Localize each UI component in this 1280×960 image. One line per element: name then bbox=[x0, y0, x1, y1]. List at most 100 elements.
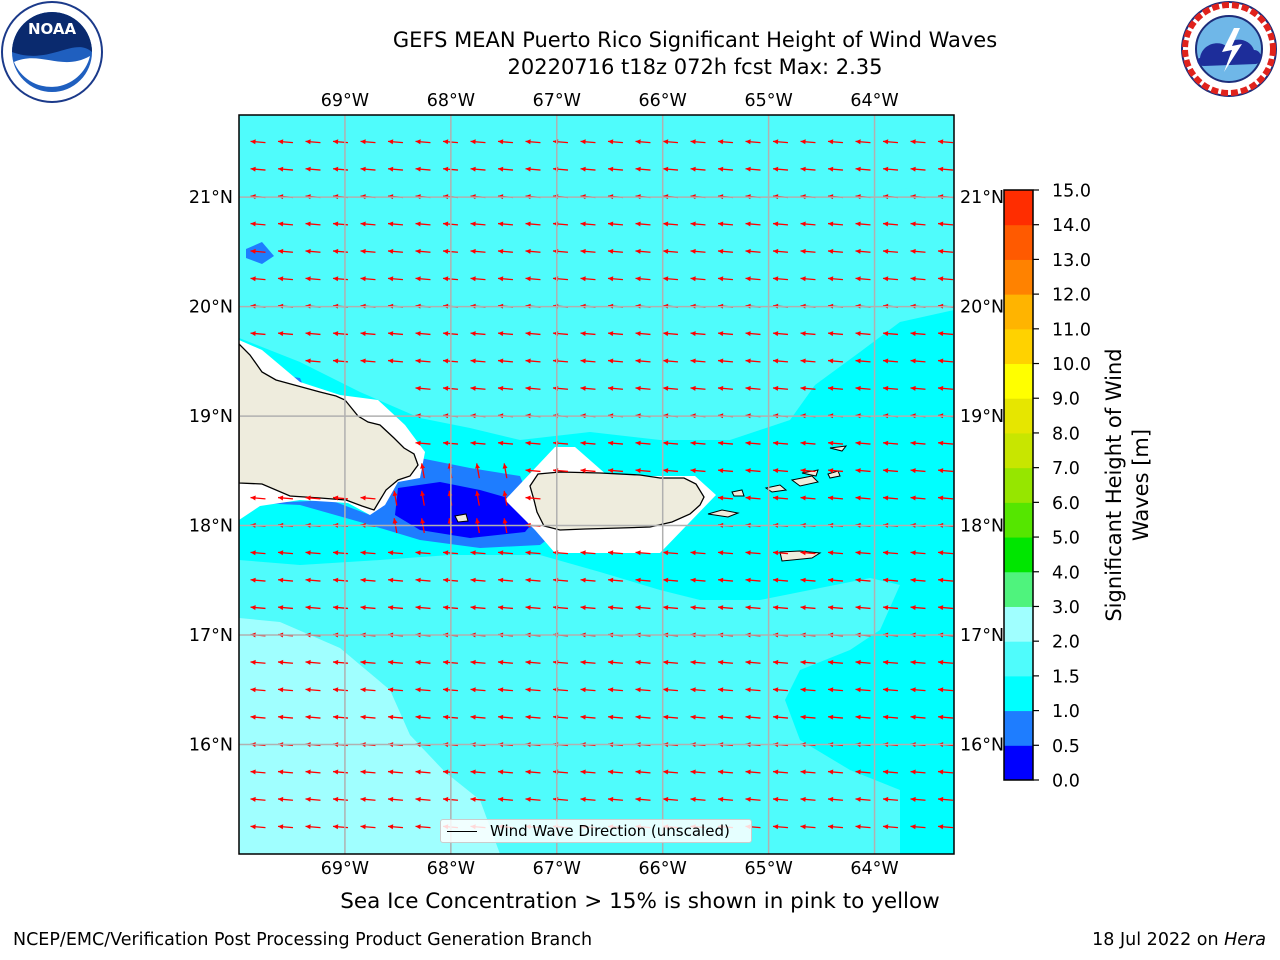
wind-wave-arrowhead bbox=[635, 659, 641, 665]
wind-wave-arrowhead bbox=[443, 687, 449, 693]
lon-tick-label-top: 66°W bbox=[639, 91, 687, 111]
lon-tick-label-bottom: 66°W bbox=[639, 859, 687, 879]
wind-wave-arrowhead bbox=[608, 714, 614, 720]
wind-wave-arrowhead bbox=[388, 605, 394, 611]
wind-wave-arrowhead bbox=[525, 440, 531, 446]
wind-wave-arrowhead bbox=[360, 331, 366, 337]
lon-tick-label-top: 67°W bbox=[533, 91, 581, 111]
wind-wave-arrowhead bbox=[278, 221, 284, 227]
wind-wave-arrowhead bbox=[828, 550, 834, 556]
wind-wave-arrowhead bbox=[910, 495, 916, 501]
wind-wave-arrowhead bbox=[333, 166, 339, 172]
wind-wave-arrowhead bbox=[855, 577, 861, 583]
wind-wave-arrowhead bbox=[718, 440, 724, 446]
wind-wave-arrowhead bbox=[828, 276, 834, 282]
colorbar-segment bbox=[1004, 328, 1033, 365]
wind-wave-arrowhead bbox=[360, 796, 366, 802]
wind-wave-arrowhead bbox=[938, 687, 944, 693]
wind-wave-arrowhead bbox=[910, 605, 916, 611]
virgin-islands bbox=[790, 475, 819, 487]
wind-wave-arrowhead bbox=[883, 769, 889, 775]
wind-wave-arrowhead bbox=[470, 550, 476, 556]
wind-wave-arrowhead bbox=[690, 248, 696, 254]
wind-wave-arrowhead bbox=[938, 248, 944, 254]
wind-wave-arrowhead bbox=[525, 605, 531, 611]
wind-wave-arrowhead bbox=[910, 687, 916, 693]
wind-wave-arrowhead bbox=[828, 659, 834, 665]
wind-wave-arrowhead bbox=[800, 769, 806, 775]
wind-wave-arrowhead bbox=[305, 769, 311, 775]
wind-wave-arrowhead bbox=[635, 796, 641, 802]
wind-wave-arrowhead bbox=[745, 276, 751, 282]
wind-wave-arrowhead bbox=[415, 166, 421, 172]
wind-wave-arrowhead bbox=[883, 605, 889, 611]
wind-wave-arrowhead bbox=[498, 440, 504, 446]
wind-wave-arrowhead bbox=[608, 385, 614, 391]
wind-wave-arrowhead bbox=[855, 385, 861, 391]
colorbar-segment bbox=[1004, 537, 1033, 573]
wind-wave-arrowhead bbox=[910, 796, 916, 802]
wind-wave-arrowhead bbox=[635, 440, 641, 446]
wind-wave-arrowhead bbox=[525, 358, 531, 364]
wind-wave-arrowhead bbox=[415, 577, 421, 583]
lon-tick-label-top: 69°W bbox=[321, 91, 369, 111]
wind-wave-arrowhead bbox=[910, 769, 916, 775]
nws-logo-icon bbox=[1181, 1, 1277, 97]
wind-wave-arrowhead bbox=[525, 385, 531, 391]
wind-wave-arrowhead bbox=[392, 490, 398, 497]
wind-wave-arrowhead bbox=[608, 687, 614, 693]
wind-wave-arrowhead bbox=[305, 331, 311, 337]
wind-wave-arrowhead bbox=[420, 463, 426, 469]
wind-wave-arrowhead bbox=[855, 659, 861, 665]
wind-wave-arrowhead bbox=[635, 714, 641, 720]
footer-date: 18 Jul 2022 on Hera bbox=[1092, 930, 1266, 950]
wind-wave-arrowhead bbox=[800, 468, 806, 474]
colorbar-segment bbox=[1004, 571, 1033, 607]
wind-wave-arrowhead bbox=[498, 577, 504, 583]
wind-wave-arrowhead bbox=[470, 440, 476, 446]
wind-wave-arrowhead bbox=[938, 139, 944, 145]
wind-wave-arrowhead bbox=[498, 550, 504, 556]
colorbar-segment bbox=[1004, 502, 1033, 538]
wind-wave-arrowhead bbox=[690, 769, 696, 775]
wind-wave-arrowhead bbox=[800, 824, 806, 830]
wind-wave-arrowhead bbox=[718, 221, 724, 227]
wind-wave-arrowhead bbox=[718, 550, 724, 556]
wind-wave-arrowhead bbox=[525, 139, 531, 145]
wind-wave-arrowhead bbox=[250, 166, 256, 172]
wind-wave-arrowhead bbox=[663, 687, 669, 693]
wind-wave-arrowhead bbox=[718, 495, 724, 501]
wind-wave-arrowhead bbox=[828, 385, 834, 391]
wind-wave-arrowhead bbox=[745, 550, 751, 556]
wind-wave-arrowhead bbox=[718, 276, 724, 282]
wind-wave-arrowhead bbox=[883, 248, 889, 254]
wave-contour-0-0 bbox=[395, 482, 535, 538]
wind-wave-arrowhead bbox=[525, 659, 531, 665]
wind-wave-arrowhead bbox=[910, 440, 916, 446]
lon-tick-label-bottom: 69°W bbox=[321, 859, 369, 879]
wind-wave-arrowhead bbox=[525, 577, 531, 583]
lon-tick-label-bottom: 67°W bbox=[533, 859, 581, 879]
wind-wave-arrowhead bbox=[388, 331, 394, 337]
wind-wave-arrowhead bbox=[443, 550, 449, 556]
wind-wave-arrowhead bbox=[718, 714, 724, 720]
map-frame bbox=[238, 114, 955, 855]
wind-wave-arrowhead bbox=[498, 687, 504, 693]
wind-wave-arrowhead bbox=[828, 166, 834, 172]
wind-wave-arrowhead bbox=[663, 550, 669, 556]
colorbar-tick-label: 2.0 bbox=[1052, 633, 1080, 653]
wind-wave-arrowhead bbox=[855, 468, 861, 474]
wind-wave-arrowhead bbox=[883, 358, 889, 364]
lat-tick-label-right: 21°N bbox=[960, 188, 1004, 208]
wind-wave-arrowhead bbox=[470, 139, 476, 145]
lat-tick-label-right: 17°N bbox=[960, 626, 1004, 646]
wind-wave-arrowhead bbox=[525, 248, 531, 254]
wind-wave-arrowhead bbox=[883, 468, 889, 474]
wind-wave-arrowhead bbox=[278, 714, 284, 720]
wind-wave-arrowhead bbox=[443, 714, 449, 720]
colorbar-tick-label: 11.0 bbox=[1052, 320, 1091, 340]
wind-wave-arrowhead bbox=[470, 276, 476, 282]
wind-wave-arrowhead bbox=[415, 824, 421, 830]
noaa-logo-icon: NOAA bbox=[1, 1, 103, 103]
wind-wave-arrowhead bbox=[278, 139, 284, 145]
